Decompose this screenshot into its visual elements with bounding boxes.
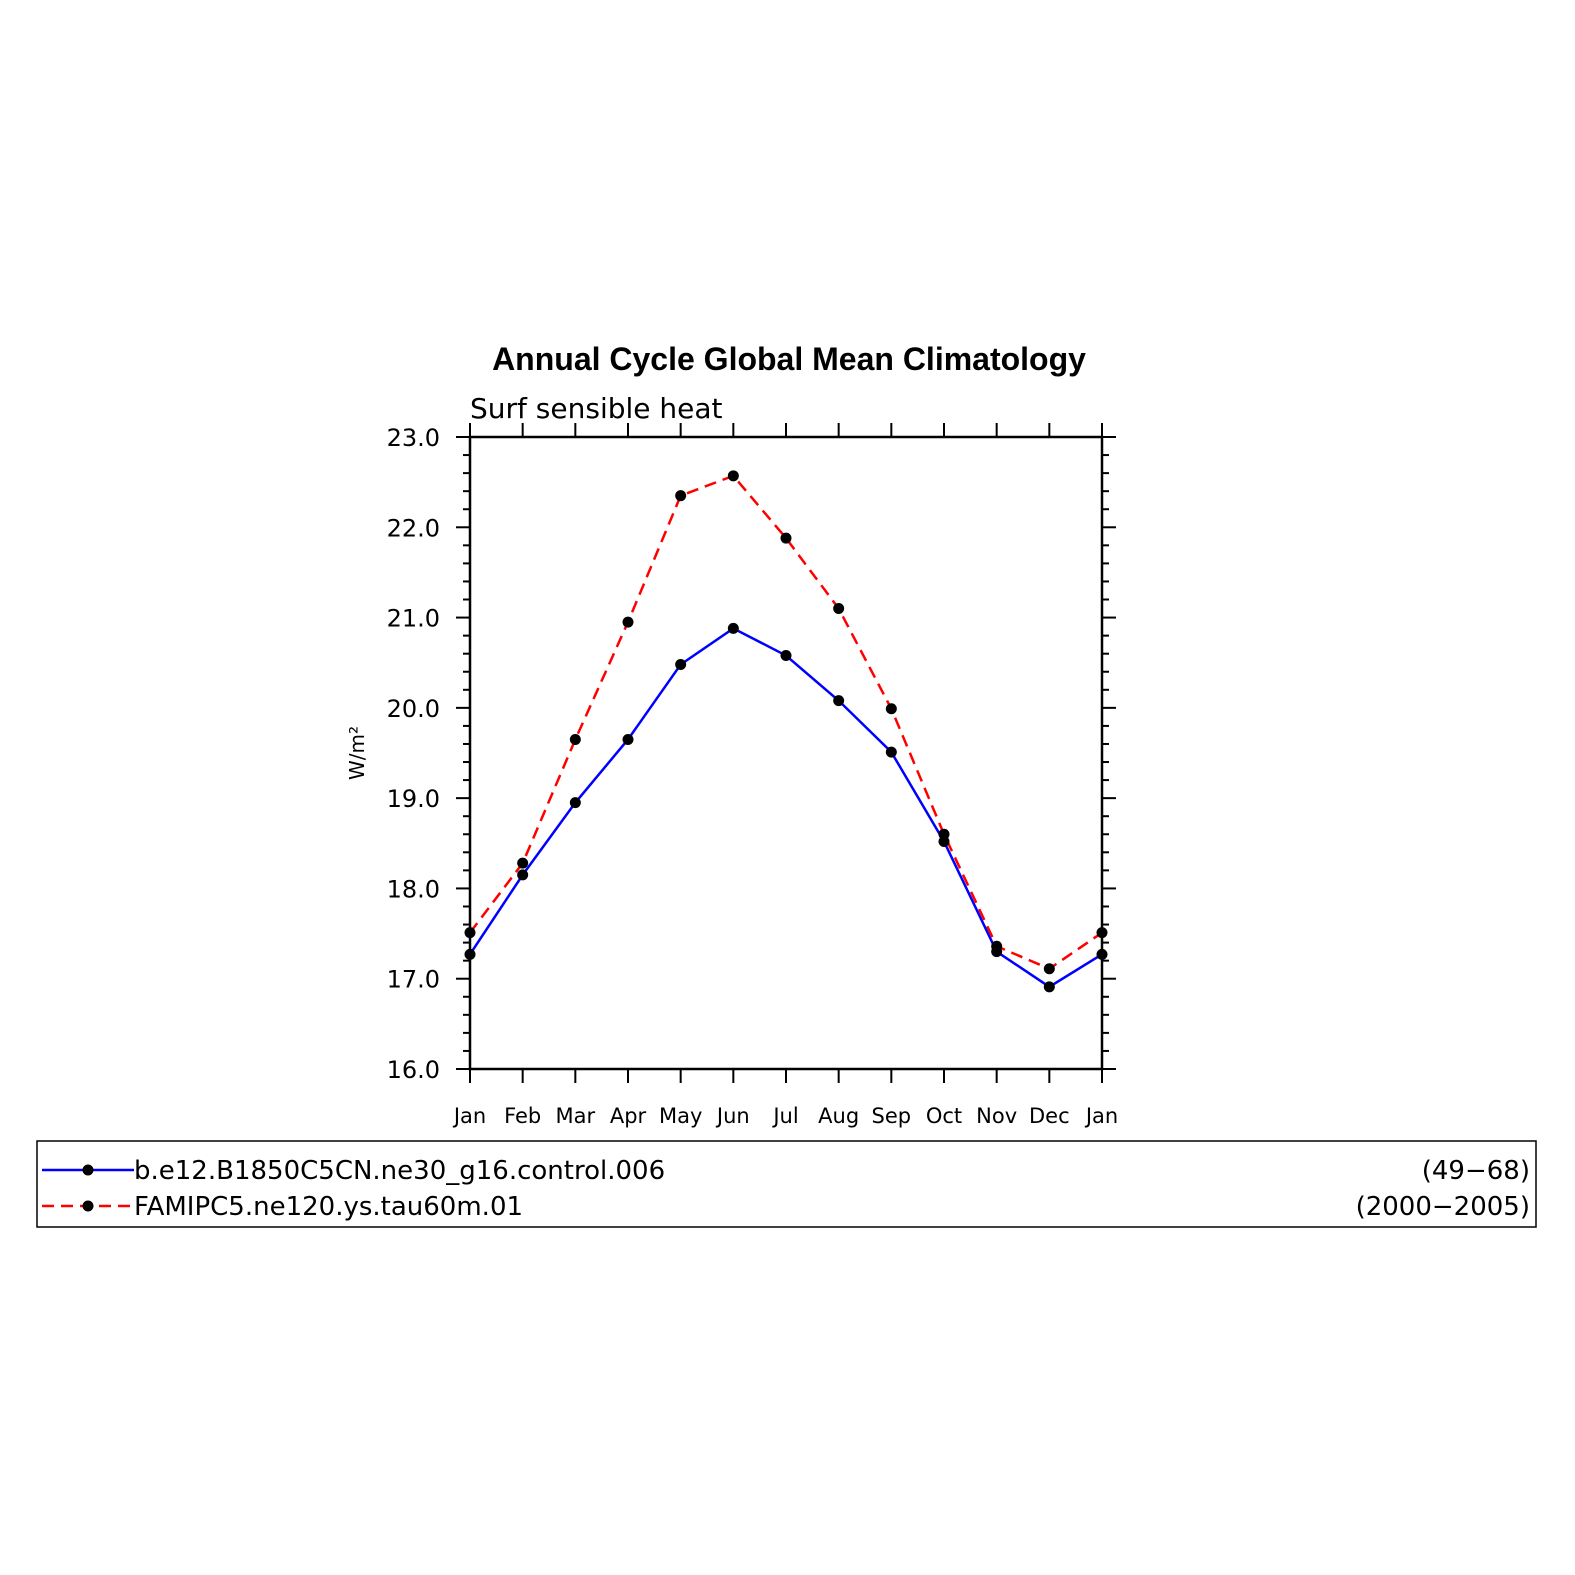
- y-tick-label: 19.0: [387, 785, 440, 813]
- x-tick-label: Jun: [715, 1104, 750, 1128]
- legend-years-1: (49−68): [1422, 1156, 1530, 1186]
- series-1-point: [1043, 981, 1055, 993]
- series-line-1: [468, 626, 1103, 989]
- series-1-point: [1096, 948, 1108, 960]
- series-1-point: [727, 622, 739, 634]
- series-2-point: [569, 733, 581, 745]
- series-2-point: [1096, 927, 1108, 939]
- series-1-point: [622, 733, 634, 745]
- x-tick-label: Jan: [1084, 1104, 1118, 1128]
- axis-ticks: [456, 423, 1116, 1083]
- y-tick-labels: 16.0 17.0 18.0 19.0 20.0 21.0 22.0 23.0: [387, 424, 440, 1084]
- legend-marker-1: [82, 1164, 94, 1176]
- legend-marker-2: [82, 1200, 94, 1212]
- x-tick-label: Jul: [771, 1104, 798, 1128]
- series-2-point: [833, 603, 845, 615]
- series-1-point: [675, 659, 687, 671]
- y-axis-label: W/m²: [345, 726, 369, 780]
- chart-subtitle: Surf sensible heat: [470, 392, 723, 425]
- y-tick-label: 16.0: [387, 1056, 440, 1084]
- legend-label-1: b.e12.B1850C5CN.ne30_g16.control.006: [134, 1156, 665, 1186]
- y-tick-label: 23.0: [387, 424, 440, 452]
- legend-years-2: (2000−2005): [1356, 1192, 1530, 1222]
- y-tick-label: 22.0: [387, 514, 440, 542]
- x-tick-label: Sep: [872, 1104, 912, 1128]
- y-tick-label: 20.0: [387, 695, 440, 723]
- y-tick-label: 18.0: [387, 875, 440, 903]
- plot-frame: [468, 435, 1104, 1071]
- legend-label-2: FAMIPC5.ne120.ys.tau60m.01: [134, 1192, 523, 1222]
- legend-box: [36, 1140, 1537, 1228]
- x-tick-label: Nov: [976, 1104, 1017, 1128]
- legend: b.e12.B1850C5CN.ne30_g16.control.006 (49−…: [42, 1156, 1530, 1222]
- x-tick-label: Mar: [556, 1104, 596, 1128]
- series-2-point: [622, 616, 634, 628]
- x-tick-label: Dec: [1029, 1104, 1070, 1128]
- series-line-2: [469, 474, 1103, 971]
- series-1-point: [464, 948, 476, 960]
- y-tick-label: 21.0: [387, 605, 440, 633]
- series-2-point: [464, 927, 476, 939]
- series-1-point: [780, 649, 792, 661]
- series-layer: [464, 470, 1108, 993]
- series-2-point: [938, 828, 950, 840]
- x-tick-labels: Jan Feb Mar Apr May Jun Jul Aug Sep Oct Nov Dec Jan: [452, 1104, 1118, 1128]
- series-2-point: [675, 490, 687, 502]
- series-1-point: [833, 695, 845, 707]
- series-1-point: [517, 869, 529, 881]
- series-2-point: [991, 940, 1003, 952]
- series-1-point: [569, 797, 581, 809]
- x-tick-label: Jan: [452, 1104, 486, 1128]
- series-2-point: [727, 470, 739, 482]
- series-1-point: [885, 746, 897, 758]
- y-tick-label: 17.0: [387, 966, 440, 994]
- x-tick-label: Apr: [610, 1104, 647, 1128]
- x-tick-label: May: [659, 1104, 702, 1128]
- x-tick-label: Feb: [504, 1104, 541, 1128]
- series-2-point: [780, 532, 792, 544]
- series-2-point: [885, 703, 897, 715]
- chart-title: Annual Cycle Global Mean Climatology: [492, 341, 1086, 377]
- x-tick-label: Oct: [926, 1104, 962, 1128]
- series-2-point: [517, 857, 529, 869]
- series-2-point: [1043, 963, 1055, 975]
- x-tick-label: Aug: [818, 1104, 859, 1128]
